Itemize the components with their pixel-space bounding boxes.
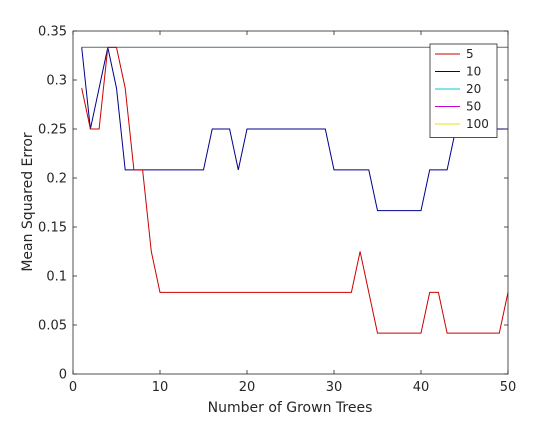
x-tick-label: 20 [239,380,256,395]
x-tick-label: 10 [152,380,169,395]
legend-label-5: 5 [466,47,474,61]
x-tick-label: 40 [413,380,430,395]
x-axis-label: Number of Grown Trees [208,400,373,416]
x-tick-label: 30 [326,380,343,395]
y-tick-label: 0.25 [38,123,67,138]
series-line-10 [81,47,508,212]
x-tick-label: 0 [69,380,77,395]
legend-label-20: 20 [466,82,481,96]
legend-label-10: 10 [466,65,481,79]
y-tick-label: 0.1 [46,270,67,285]
legend-box [429,43,498,138]
tick-layer: 0 10 20 30 40 50 0 0.05 0.1 0.15 0.2 0.25 0.3 0.35 [38,25,516,396]
y-tick-label: 0.15 [38,221,67,236]
y-axis-label: Mean Squared Error [20,132,36,272]
legend: 5 10 20 50 100 [429,43,498,138]
axes-box [72,30,509,375]
y-tick-label: 0.05 [38,319,67,334]
y-tick-label: 0.3 [46,74,67,89]
legend-label-100: 100 [466,117,489,131]
y-tick-label: 0.35 [38,25,67,40]
x-tick-label: 50 [500,380,517,395]
legend-label-50: 50 [466,100,481,114]
series-line-5 [81,46,509,334]
y-tick-label: 0 [59,368,67,383]
y-tick-label: 0.2 [46,172,67,187]
